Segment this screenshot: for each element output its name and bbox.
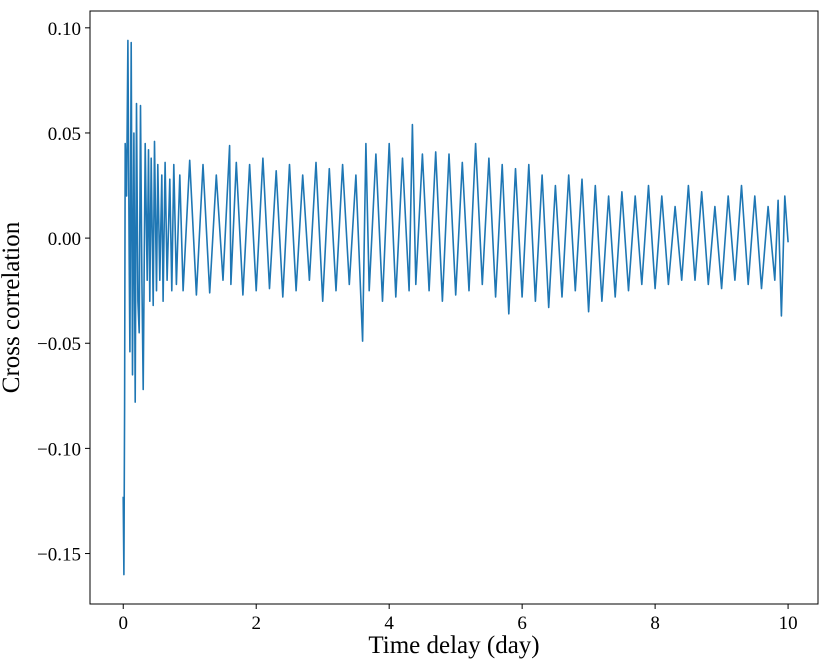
series-line [122, 39, 789, 576]
y-axis: −0.15 −0.10 −0.05 0.00 0.05 0.10 [37, 19, 90, 566]
x-tick-label: 6 [517, 613, 527, 634]
x-axis: 0 2 4 6 8 10 [118, 604, 798, 634]
x-tick-label: 0 [118, 613, 128, 634]
x-tick-label: 2 [251, 613, 261, 634]
y-tick-label: 0.05 [48, 124, 81, 145]
y-tick-label: −0.15 [37, 545, 81, 566]
y-tick-label: −0.05 [37, 334, 81, 355]
x-tick-label: 4 [384, 613, 394, 634]
x-tick-label: 10 [779, 613, 798, 634]
y-tick-label: 0.00 [48, 229, 81, 250]
y-tick-label: 0.10 [48, 19, 81, 40]
plot-frame [89, 10, 819, 605]
y-axis-label: Cross correlation [0, 221, 25, 393]
series-layer [122, 39, 789, 576]
y-tick-label: −0.10 [37, 439, 81, 460]
x-tick-label: 8 [650, 613, 660, 634]
x-axis-label: Time delay (day) [368, 632, 539, 659]
